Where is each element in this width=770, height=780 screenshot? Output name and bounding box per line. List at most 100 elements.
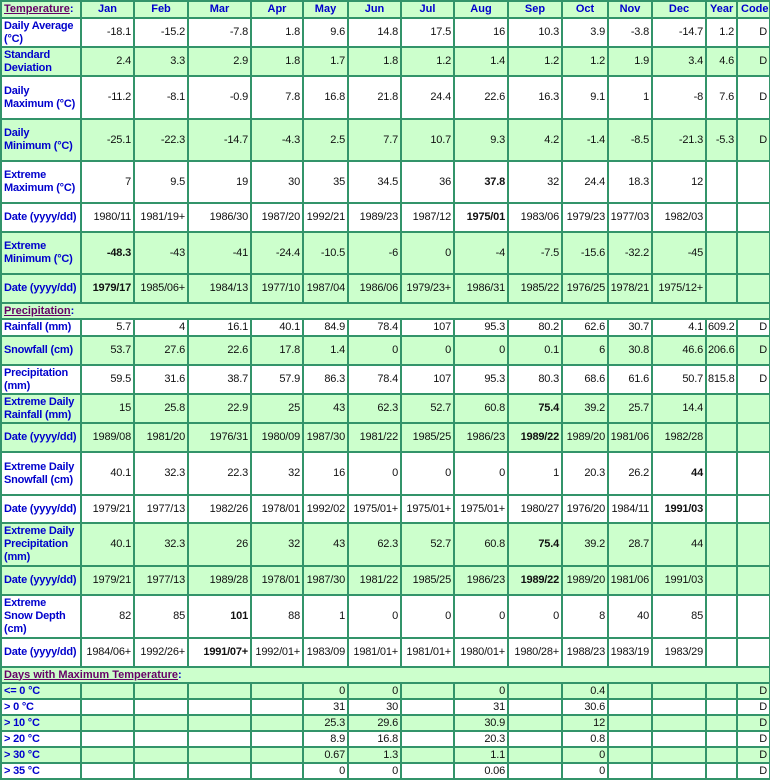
value-cell-mar (187, 682, 252, 700)
value-cell-oct: 1989/20 (561, 422, 609, 453)
value-cell-apr (250, 730, 304, 748)
value-cell-mar: 16.1 (187, 318, 252, 337)
value-cell-feb: -22.3 (133, 118, 189, 162)
value-cell-apr: 1978/01 (250, 494, 304, 524)
value-cell-sep (507, 682, 563, 700)
table-row: Extreme Daily Precipitation (mm) 40.1 32.3… (0, 522, 770, 567)
value-cell-jan (80, 714, 135, 732)
value-cell-code: D (736, 682, 770, 700)
section-link-2[interactable]: Days with Maximum Temperature (4, 668, 179, 681)
value-cell-aug: 30.9 (453, 714, 509, 732)
value-cell-jun: 34.5 (347, 160, 402, 204)
column-header-aug: Aug (453, 0, 509, 19)
value-cell-mar: 26 (187, 522, 252, 567)
value-cell-aug: 0 (453, 594, 509, 639)
value-cell-dec: 1983/29 (651, 637, 707, 668)
value-cell-year (705, 393, 738, 424)
value-cell-jul: 24.4 (400, 75, 455, 120)
row-label: Rainfall (mm) (0, 318, 82, 337)
row-label: Daily Average (°C) (0, 17, 82, 48)
table-row: Date (yyyy/dd) 1980/11 1981/19+ 1986/30 1987… (0, 202, 770, 233)
column-header-mar: Mar (187, 0, 252, 19)
value-cell-sep: 16.3 (507, 75, 563, 120)
value-cell-sep: 1985/22 (507, 273, 563, 304)
value-cell-code (736, 451, 770, 496)
value-cell-jun: 1981/22 (347, 422, 402, 453)
value-cell-year (705, 682, 738, 700)
table-row: Daily Average (°C) -18.1 -15.2 -7.8 1.8 9.6 14… (0, 17, 770, 48)
value-cell-feb (133, 682, 189, 700)
value-cell-sep: 0 (507, 594, 563, 639)
value-cell-jun: 78.4 (347, 318, 402, 337)
row-label: Daily Minimum (°C) (0, 118, 82, 162)
value-cell-code: D (736, 318, 770, 337)
value-cell-oct: 62.6 (561, 318, 609, 337)
column-header-jun: Jun (347, 0, 402, 19)
value-cell-apr: 1977/10 (250, 273, 304, 304)
table-row: Rainfall (mm) 5.7 4 16.1 40.1 84.9 78.4 107 95.3… (0, 318, 770, 337)
value-cell-feb: 4 (133, 318, 189, 337)
value-cell-oct: 30.6 (561, 698, 609, 716)
value-cell-jan: 1989/08 (80, 422, 135, 453)
value-cell-apr: 25 (250, 393, 304, 424)
value-cell-sep: 1 (507, 451, 563, 496)
value-cell-code (736, 565, 770, 596)
value-cell-aug: 1975/01 (453, 202, 509, 233)
value-cell-aug: 60.8 (453, 393, 509, 424)
value-cell-nov: 1978/21 (607, 273, 653, 304)
value-cell-dec (651, 698, 707, 716)
row-label: Date (yyyy/dd) (0, 273, 82, 304)
value-cell-aug: 1.4 (453, 46, 509, 77)
value-cell-sep: 80.3 (507, 364, 563, 395)
value-cell-code (736, 273, 770, 304)
value-cell-sep: 32 (507, 160, 563, 204)
value-cell-jan: 40.1 (80, 522, 135, 567)
colon: : (178, 668, 182, 681)
value-cell-jan: 1979/17 (80, 273, 135, 304)
section-link-0[interactable]: Temperature (4, 3, 70, 15)
row-label: Standard Deviation (0, 46, 82, 77)
value-cell-nov: 61.6 (607, 364, 653, 395)
value-cell-dec: 85 (651, 594, 707, 639)
value-cell-dec: 44 (651, 451, 707, 496)
value-cell-aug: 0 (453, 682, 509, 700)
value-cell-nov (607, 714, 653, 732)
value-cell-dec: 1991/03 (651, 494, 707, 524)
value-cell-jul: 17.5 (400, 17, 455, 48)
value-cell-feb: 9.5 (133, 160, 189, 204)
value-cell-feb: -43 (133, 231, 189, 275)
value-cell-oct: 0.8 (561, 730, 609, 748)
row-label: Date (yyyy/dd) (0, 422, 82, 453)
section-link-1[interactable]: Precipitation (4, 304, 71, 317)
value-cell-year (705, 762, 738, 780)
value-cell-jan: -18.1 (80, 17, 135, 48)
value-cell-jan: 82 (80, 594, 135, 639)
value-cell-may: 16 (302, 451, 349, 496)
value-cell-aug: 1986/23 (453, 422, 509, 453)
value-cell-jul: 52.7 (400, 393, 455, 424)
value-cell-jul (400, 698, 455, 716)
value-cell-code: D (736, 46, 770, 77)
value-cell-aug: 1.1 (453, 746, 509, 764)
value-cell-dec: 1991/03 (651, 565, 707, 596)
row-label: > 20 °C (0, 730, 82, 748)
value-cell-apr: -24.4 (250, 231, 304, 275)
value-cell-year (705, 451, 738, 496)
value-cell-apr (250, 762, 304, 780)
value-cell-mar: 2.9 (187, 46, 252, 77)
value-cell-may: 1.4 (302, 335, 349, 366)
column-header-year: Year (705, 0, 738, 19)
value-cell-code: D (736, 364, 770, 395)
value-cell-jun: 1989/23 (347, 202, 402, 233)
value-cell-jan: 7 (80, 160, 135, 204)
value-cell-dec (651, 682, 707, 700)
value-cell-year (705, 231, 738, 275)
value-cell-nov: 1.9 (607, 46, 653, 77)
value-cell-oct: 1989/20 (561, 565, 609, 596)
colon: : (69, 3, 74, 15)
value-cell-jul: 1987/12 (400, 202, 455, 233)
section-title-cell: Temperature: (0, 0, 82, 19)
value-cell-jun: 62.3 (347, 393, 402, 424)
value-cell-apr: 40.1 (250, 318, 304, 337)
value-cell-nov: -8.5 (607, 118, 653, 162)
